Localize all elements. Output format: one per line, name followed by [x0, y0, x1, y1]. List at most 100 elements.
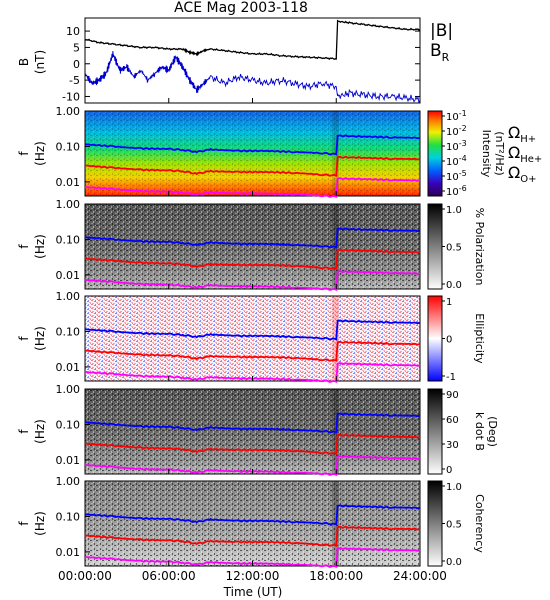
- kdotb-cb-tick-label: 60: [446, 415, 459, 426]
- gyro-legend: ΩH+ ΩHe+ ΩO+: [508, 123, 542, 185]
- polarization-gyro-hplus: [84, 227, 421, 249]
- b-ytick-label: 0: [73, 58, 80, 71]
- time-axis-label: Time (UT): [223, 585, 283, 599]
- polarization-gyro-heplus: [84, 248, 421, 270]
- polarization-ytick-label: 1.00: [56, 198, 81, 211]
- polarization-ytick-label: 0.01: [56, 269, 81, 282]
- ellipticity-gyro-hplus: [84, 319, 421, 341]
- ellipticity-cb-tick-label: -1: [446, 372, 456, 383]
- legend-b-radial-main: B: [430, 41, 442, 61]
- polarization-cb-tick-label: 0.0: [446, 280, 462, 291]
- intensity-gyro-heplus: [84, 155, 421, 177]
- intensity-cb-tick-label: 10-6: [446, 184, 467, 198]
- ellipticity-cb-tick-label: 1: [446, 297, 452, 308]
- intensity-yunit: (Hz): [33, 141, 47, 166]
- panel-b-frame: [84, 17, 421, 104]
- intensity-texture: [85, 111, 420, 196]
- x-tick-label: 12:00:00: [226, 569, 280, 583]
- x-tick-label: 00:00:00: [58, 569, 112, 583]
- panel-polarization: 1.00 0.10 0.01 f (Hz) 1.0 0.5 0.0 % Polarization: [17, 198, 486, 292]
- b-ytick-label: -5: [69, 74, 80, 87]
- kdotb-ytick-label: 1.00: [56, 383, 81, 396]
- kdotb-texture: [85, 389, 420, 474]
- legend-o-plus-sym: Ω: [508, 163, 520, 182]
- legend-b-magnitude: |B|: [430, 21, 453, 41]
- legend-o-plus: ΩO+: [508, 163, 536, 185]
- coherency-ylabel: f: [17, 521, 31, 526]
- legend-he-plus: ΩHe+: [508, 143, 542, 165]
- time-axis: 00:00:00 06:00:00 12:00:00 18:00:00 24:00:00: [58, 98, 447, 583]
- polarization-ytick-label: 0.10: [56, 233, 81, 246]
- polarization-cb-tick-label: 1.0: [446, 205, 462, 216]
- intensity-cb-tick-label: 10-4: [446, 154, 467, 168]
- coherency-colorbar: [427, 480, 443, 567]
- intensity-ylabel: f: [17, 151, 31, 156]
- figure-title: ACE Mag 2003-118: [174, 0, 308, 16]
- coherency-yunit: (Hz): [33, 511, 47, 536]
- intensity-cb-tick-exp: -2: [459, 124, 467, 133]
- intensity-cb-label: Intensity: [480, 130, 493, 178]
- intensity-ytick-label: 0.01: [56, 176, 81, 189]
- panel-coherency: 1.00 0.10 0.01 f (Hz) 1.0 0.5 0.0 Coherency: [17, 475, 486, 569]
- legend-b-radial-sub: R: [442, 51, 450, 64]
- legend-b-radial: BR: [430, 41, 450, 64]
- x-tick-label: 24:00:00: [393, 569, 447, 583]
- intensity-cb-tick-exp: -3: [459, 139, 467, 148]
- intensity-gyro-hplus: [84, 134, 421, 156]
- legend-he-plus-sym: Ω: [508, 143, 520, 162]
- ellipticity-ylabel: f: [17, 336, 31, 341]
- coherency-gyro-heplus: [84, 525, 421, 547]
- intensity-cb-tick-base: 10: [446, 157, 459, 168]
- coherency-texture: [85, 481, 420, 566]
- panel-intensity: 1.000.100.01f (Hz)10-110-210-310-410-510-…: [17, 105, 506, 199]
- intensity-cb-tick-base: 10: [446, 142, 459, 153]
- intensity-colorbar: [427, 110, 443, 197]
- intensity-cb-tick-label: 10-5: [446, 169, 467, 183]
- intensity-cb-tick-label: 10-2: [446, 124, 467, 138]
- intensity-cb-tick-base: 10: [446, 127, 459, 138]
- legend-he-plus-sub: He+: [520, 154, 542, 165]
- intensity-cb-tick-exp: -4: [459, 154, 467, 163]
- intensity-cb-tick-base: 10: [446, 172, 459, 183]
- b-series-lines: [84, 19, 421, 104]
- spectrogram-panels: 1.000.100.01f (Hz)10-110-210-310-410-510-…: [17, 105, 506, 569]
- ellipticity-ytick-label: 0.01: [56, 361, 81, 374]
- polarization-cb-tick-label: 0.5: [446, 243, 462, 254]
- kdotb-cb-unit: (Deg): [486, 416, 499, 447]
- b-yunit: (nT): [33, 50, 47, 74]
- coherency-ytick-label: 0.01: [56, 546, 81, 559]
- coherency-cb-tick-label: 0.0: [446, 557, 462, 568]
- series-b-magnitude: [84, 19, 421, 61]
- legend-o-plus-sub: O+: [520, 174, 536, 185]
- b-ytick-label: 10: [66, 25, 80, 38]
- ellipticity-yunit: (Hz): [33, 326, 47, 351]
- intensity-cb-unit: (nT²/Hz): [493, 131, 506, 175]
- coherency-cb-tick-label: 0.5: [446, 520, 462, 531]
- b-ytick-label: -10: [62, 90, 80, 103]
- ellipticity-gyro-heplus: [84, 340, 421, 362]
- coherency-gyro-hplus: [84, 504, 421, 526]
- ellipticity-ytick-label: 0.10: [56, 325, 81, 338]
- polarization-texture: [85, 204, 420, 289]
- kdotb-gyro-hplus: [84, 412, 421, 434]
- ellipticity-colorbar: [427, 295, 443, 382]
- intensity-cb-tick-label: 10-3: [446, 139, 467, 153]
- intensity-cb-tick-exp: -6: [459, 184, 467, 193]
- kdotb-cb-tick-label: 90: [446, 390, 459, 401]
- ellipticity-cb-label: Ellipticity: [473, 313, 486, 364]
- series-b-radial: [84, 50, 421, 104]
- x-tick-label: 18:00:00: [309, 569, 363, 583]
- polarization-ylabel: f: [17, 244, 31, 249]
- kdotb-cb-tick-label: 30: [446, 440, 459, 451]
- x-tick-label: 06:00:00: [142, 569, 196, 583]
- b-ytick-label: 5: [73, 41, 80, 54]
- kdotb-ytick-label: 0.10: [56, 418, 81, 431]
- b-ylabel: B: [17, 58, 31, 66]
- polarization-yunit: (Hz): [33, 234, 47, 259]
- b-y-ticks: 10 5 0 -5 -10: [62, 25, 420, 103]
- legend-h-plus-sym: Ω: [508, 123, 520, 142]
- b-legend: |B| BR: [430, 21, 453, 64]
- kdotb-yunit: (Hz): [33, 419, 47, 444]
- kdotb-cb-tick-label: 0: [446, 465, 452, 476]
